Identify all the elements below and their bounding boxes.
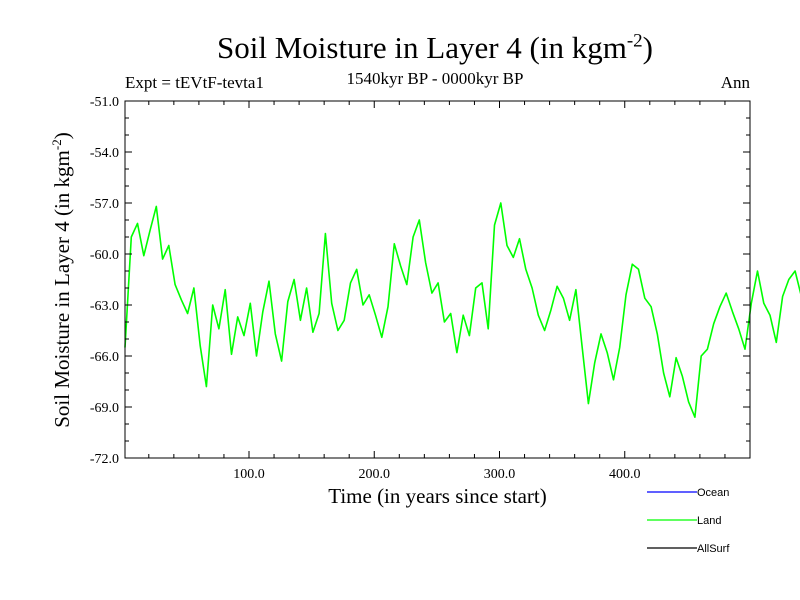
y-tick-label: -54.0 [90, 146, 119, 161]
x-tick-label: 100.0 [233, 467, 265, 482]
y-tick-label: -72.0 [90, 452, 119, 467]
series-line-land [124, 202, 800, 419]
season-label: Ann [720, 73, 750, 92]
y-tick-label: -63.0 [90, 299, 119, 314]
y-tick-label: -69.0 [90, 401, 119, 416]
experiment-label: Expt = tEVtF-tevta1 [125, 73, 264, 92]
legend-label-allsurf: AllSurf [697, 543, 730, 555]
y-tick-label: -66.0 [90, 350, 119, 365]
x-tick-label: 400.0 [609, 467, 641, 482]
y-tick-label: -57.0 [90, 197, 119, 212]
y-tick-label: -60.0 [90, 248, 119, 263]
legend-label-land: Land [697, 515, 721, 527]
chart-title: Soil Moisture in Layer 4 (in kgm-2) [217, 30, 653, 65]
legend-label-ocean: Ocean [697, 487, 729, 499]
x-tick-label: 200.0 [358, 467, 390, 482]
x-tick-label: 300.0 [484, 467, 516, 482]
x-axis-label: Time (in years since start) [328, 484, 547, 508]
plot-frame [124, 100, 751, 459]
y-tick-label: -51.0 [90, 95, 119, 110]
period-label: 1540kyr BP - 0000kyr BP [346, 69, 524, 88]
